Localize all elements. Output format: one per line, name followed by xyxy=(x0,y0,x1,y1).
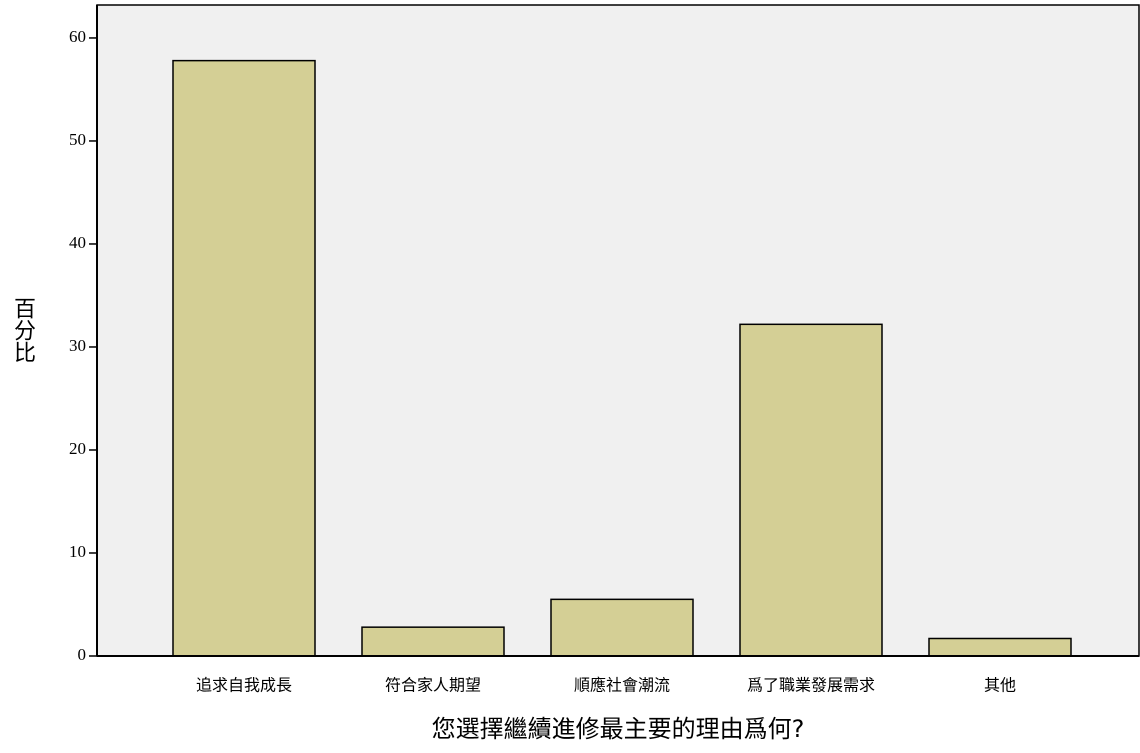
bar xyxy=(739,323,883,657)
y-tick-label: 50 xyxy=(69,130,86,149)
x-tick-label: 爲了職業發展需求 xyxy=(747,676,875,695)
bar xyxy=(361,626,505,657)
y-tick-label: 30 xyxy=(69,336,86,355)
x-tick-label: 其他 xyxy=(984,676,1016,695)
y-tick-label: 20 xyxy=(69,439,86,458)
bar xyxy=(172,59,316,657)
y-axis-title: 百分比 xyxy=(10,297,36,363)
x-tick-label: 追求自我成長 xyxy=(196,676,292,695)
y-tick-label: 60 xyxy=(69,27,86,46)
bar xyxy=(928,637,1072,657)
y-tick-label: 10 xyxy=(69,542,86,561)
x-axis-title: 您選擇繼續進修最主要的理由爲何? xyxy=(432,715,805,743)
bar xyxy=(550,598,694,657)
y-tick-label: 0 xyxy=(78,645,87,664)
x-tick-label: 符合家人期望 xyxy=(385,676,481,695)
y-tick-label: 40 xyxy=(69,233,86,252)
x-tick-label: 順應社會潮流 xyxy=(574,676,670,695)
